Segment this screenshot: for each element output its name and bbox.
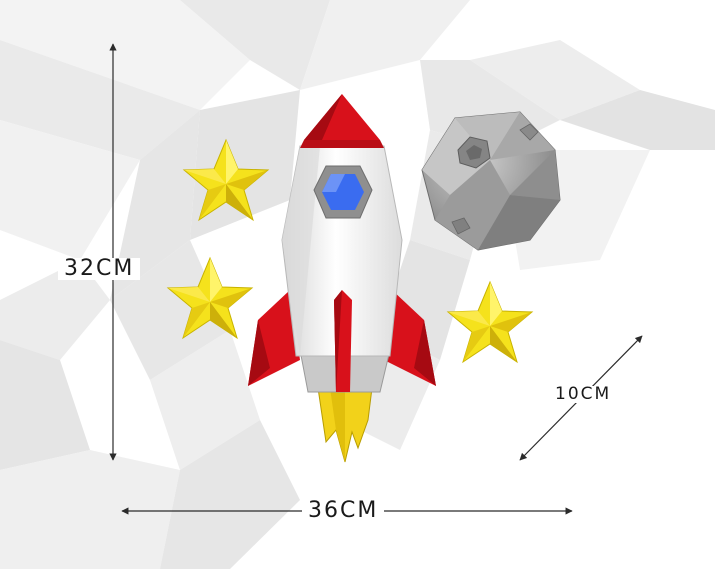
rocket-icon [248,94,436,463]
width-label: 36CM [302,500,385,522]
height-label: 32CM [58,258,141,280]
star-icon [446,280,534,364]
star-icon [166,256,254,340]
moon-icon [421,111,561,251]
star-icon [182,138,270,222]
depth-label: 10CM [552,386,615,403]
